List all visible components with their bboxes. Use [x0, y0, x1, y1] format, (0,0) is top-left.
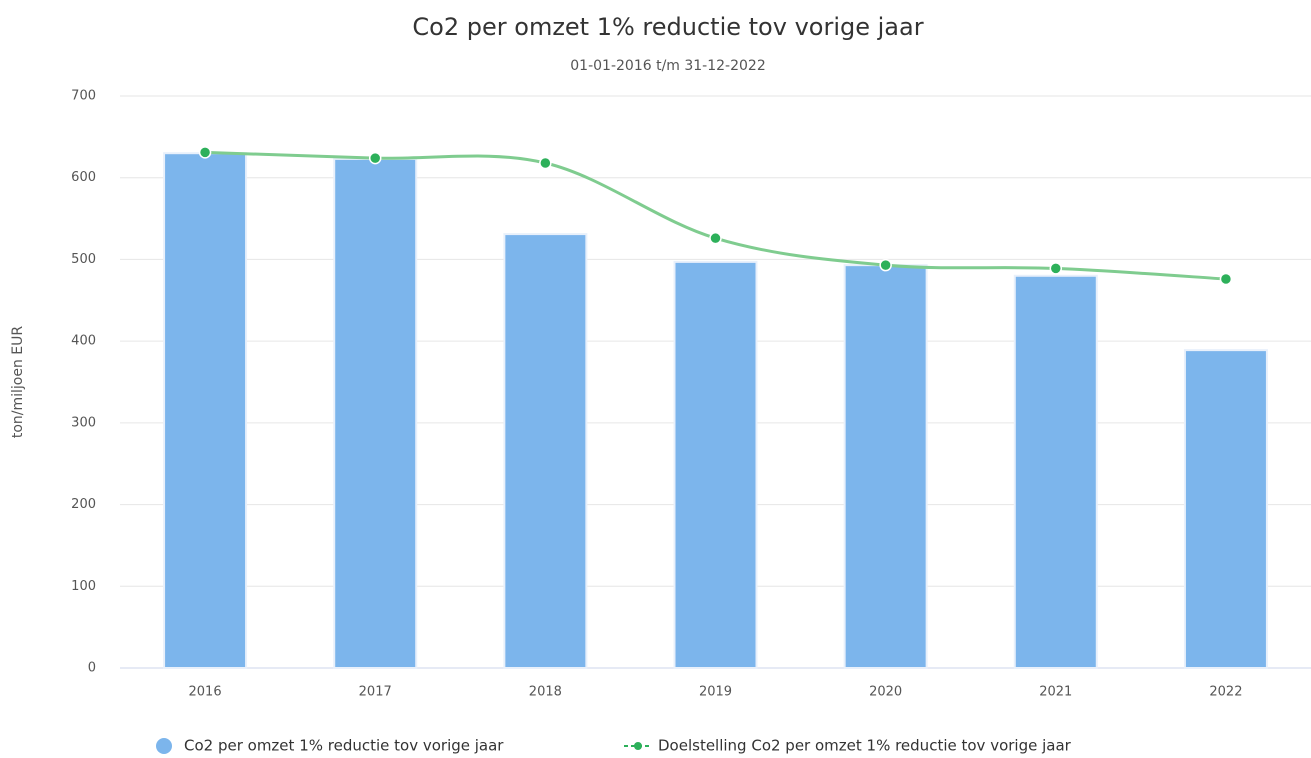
y-tick-label: 500: [71, 252, 96, 267]
x-tick-label: 2021: [1039, 685, 1072, 700]
x-tick-label: 2018: [529, 685, 562, 700]
line-point: [198, 146, 212, 159]
y-tick-label: 300: [71, 415, 96, 430]
legend-marker: [634, 742, 642, 750]
y-tick-label: 100: [71, 579, 96, 594]
legend-marker: [156, 738, 172, 754]
bar: [673, 260, 758, 669]
x-tick-label: 2017: [359, 685, 392, 700]
bar: [843, 264, 928, 669]
line-point: [709, 231, 722, 245]
y-tick-label: 700: [71, 89, 96, 104]
bar: [333, 157, 418, 669]
bar: [163, 152, 248, 669]
x-tick-label: 2019: [699, 685, 732, 700]
line-point: [879, 258, 892, 272]
chart-subtitle: 01-01-2016 t/m 31-12-2022: [570, 58, 765, 74]
y-axis-label: ton/miljoen EUR: [10, 326, 26, 439]
legend-label: Co2 per omzet 1% reductie tov vorige jaa…: [184, 737, 504, 755]
line-point: [539, 156, 552, 170]
bar: [1183, 349, 1268, 669]
y-tick-label: 600: [71, 170, 96, 185]
x-tick-label: 2022: [1209, 685, 1242, 700]
bar: [1013, 274, 1098, 669]
legend-label: Doelstelling Co2 per omzet 1% reductie t…: [658, 737, 1072, 755]
y-tick-label: 200: [71, 497, 96, 512]
line-point: [1049, 262, 1063, 275]
x-tick-label: 2020: [869, 685, 902, 700]
y-tick-label: 0: [88, 661, 96, 676]
line-point: [1219, 272, 1233, 286]
line-point: [368, 151, 382, 165]
bar: [503, 233, 588, 669]
x-tick-label: 2016: [189, 685, 222, 700]
chart-title: Co2 per omzet 1% reductie tov vorige jaa…: [412, 13, 923, 41]
y-tick-label: 400: [71, 334, 96, 349]
